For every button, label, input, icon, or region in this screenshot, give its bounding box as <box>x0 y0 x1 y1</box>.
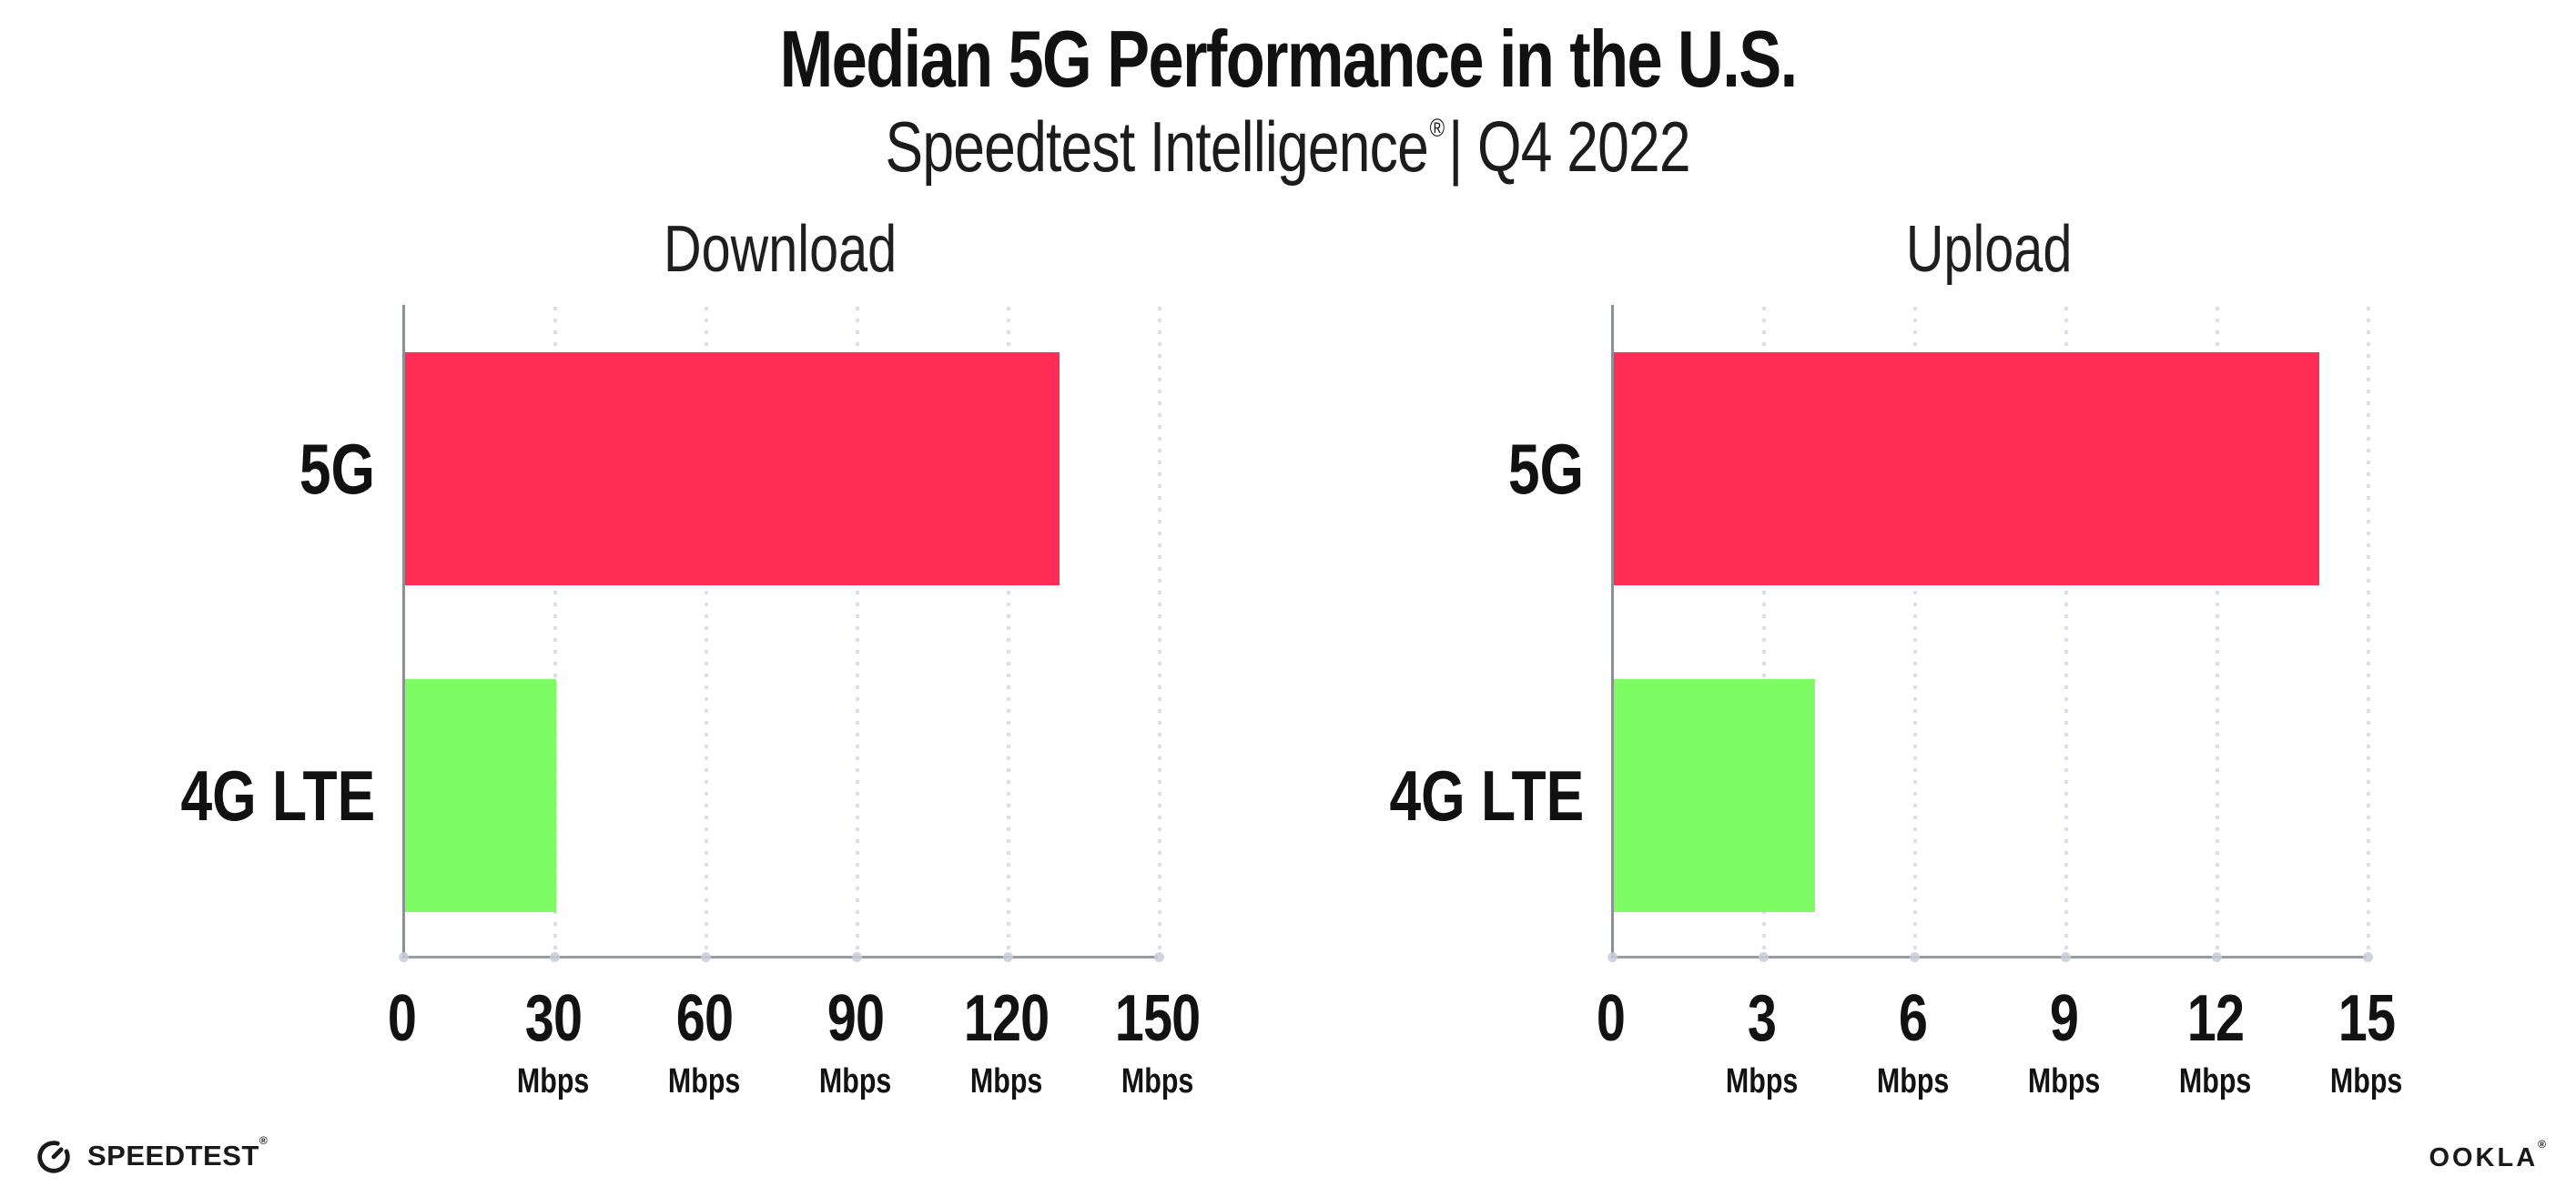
category-label-4g-lte: 4G LTE <box>180 755 375 836</box>
x-tick-unit: Mbps <box>2179 1062 2252 1101</box>
x-tick-unit: Mbps <box>2330 1062 2403 1101</box>
subtitle-brand: Speedtest Intelligence <box>885 107 1429 187</box>
upload-chart-title: Upload <box>1905 213 2073 286</box>
x-tick-3: 3 Mbps <box>1662 986 1862 1099</box>
category-label-5g: 5G <box>299 428 375 509</box>
bar-4g-lte <box>1614 679 1816 912</box>
x-tick-value: 30 <box>524 982 583 1055</box>
axis-tick-dot-60 <box>701 952 711 962</box>
x-tick-unit: Mbps <box>668 1062 741 1101</box>
x-tick-value: 6 <box>1899 982 1928 1055</box>
x-tick-12: 12 Mbps <box>2115 986 2316 1099</box>
x-tick-value: 90 <box>827 982 885 1055</box>
bar-4g-lte <box>405 679 556 912</box>
speedtest-gauge-icon <box>37 1141 70 1173</box>
speedtest-registered-mark: ® <box>259 1134 269 1147</box>
bar-5g <box>405 352 1060 585</box>
x-tick-value: 120 <box>964 982 1050 1055</box>
x-tick-unit: Mbps <box>2028 1062 2101 1101</box>
x-tick-unit: Mbps <box>970 1062 1043 1101</box>
page-subtitle: Speedtest Intelligence®| Q4 2022 <box>0 106 2576 188</box>
ookla-wordmark: OOKLA <box>2429 1143 2539 1172</box>
x-tick-90: 90 Mbps <box>756 986 956 1099</box>
x-tick-6: 6 Mbps <box>1813 986 2013 1099</box>
x-tick-value: 15 <box>2338 982 2396 1055</box>
download-plot-area <box>399 305 1164 962</box>
axis-tick-dot-150 <box>1154 952 1164 962</box>
x-tick-value: 9 <box>2050 982 2079 1055</box>
speedtest-logo: SPEEDTEST® <box>33 1134 269 1177</box>
x-tick-value: 150 <box>1115 982 1202 1055</box>
axis-tick-dot-6 <box>1910 952 1920 962</box>
x-tick-value: 60 <box>675 982 734 1055</box>
upload-plot-area <box>1607 305 2373 962</box>
gridline-90 <box>856 307 859 956</box>
x-tick-60: 60 Mbps <box>604 986 805 1099</box>
axis-tick-dot-120 <box>1003 952 1013 962</box>
axis-tick-dot-9 <box>2061 952 2071 962</box>
gridline-120 <box>1007 307 1010 956</box>
x-tick-unit: Mbps <box>1877 1062 1950 1101</box>
gridline-3 <box>1762 307 1766 956</box>
speedtest-wordmark: SPEEDTEST® <box>87 1134 269 1172</box>
gridline-60 <box>705 307 708 956</box>
x-tick-unit: Mbps <box>517 1062 590 1101</box>
x-tick-value: 0 <box>388 982 417 1055</box>
x-tick-value: 12 <box>2186 982 2245 1055</box>
x-tick-unit: Mbps <box>1121 1062 1194 1101</box>
category-label-5g: 5G <box>1507 428 1584 509</box>
page-title-text: Median 5G Performance in the U.S. <box>779 14 1799 104</box>
ookla-registered-mark: ® <box>2538 1138 2549 1151</box>
axis-tick-dot-0 <box>1607 952 1618 962</box>
download-chart-title: Download <box>663 213 898 286</box>
x-tick-unit: Mbps <box>819 1062 892 1101</box>
bar-5g <box>1614 352 2319 585</box>
gridline-150 <box>1158 307 1161 956</box>
x-tick-0: 0 <box>302 986 502 1051</box>
x-tick-unit: Mbps <box>1726 1062 1799 1101</box>
ookla-logo: OOKLA® <box>2429 1138 2549 1173</box>
page-title: Median 5G Performance in the U.S. <box>0 13 2576 106</box>
axis-tick-dot-0 <box>399 952 409 962</box>
axis-tick-dot-12 <box>2212 952 2222 962</box>
subtitle-period: | Q4 2022 <box>1448 107 1691 187</box>
x-tick-value: 0 <box>1597 982 1626 1055</box>
upload-chart: Upload 0 3 Mbps 6 Mbps 9 Mbps 12 Mbps 15 Mbps 5G 4G … <box>1389 213 2402 1099</box>
gridline-15 <box>2367 307 2370 956</box>
axis-tick-dot-15 <box>2363 952 2373 962</box>
gridline-30 <box>553 307 557 956</box>
x-tick-value: 3 <box>1748 982 1777 1055</box>
download-chart: Download 0 30 Mbps 60 Mbps 90 Mbps 120 Mbps 150 Mb… <box>180 213 1201 1099</box>
axis-tick-dot-3 <box>1759 952 1769 962</box>
gridline-12 <box>2216 307 2219 956</box>
gridline-9 <box>2064 307 2068 956</box>
registered-mark: ® <box>1429 114 1445 142</box>
x-tick-0: 0 <box>1511 986 1711 1051</box>
axis-tick-dot-30 <box>550 952 560 962</box>
gridline-6 <box>1913 307 1917 956</box>
x-tick-30: 30 Mbps <box>453 986 654 1099</box>
category-label-4g-lte: 4G LTE <box>1389 755 1584 836</box>
x-tick-120: 120 Mbps <box>907 986 1107 1099</box>
x-tick-9: 9 Mbps <box>1964 986 2165 1099</box>
x-tick-150: 150 Mbps <box>1058 986 1258 1099</box>
axis-tick-dot-90 <box>852 952 862 962</box>
x-tick-15: 15 Mbps <box>2267 986 2467 1099</box>
gauge-needle <box>51 1147 64 1160</box>
